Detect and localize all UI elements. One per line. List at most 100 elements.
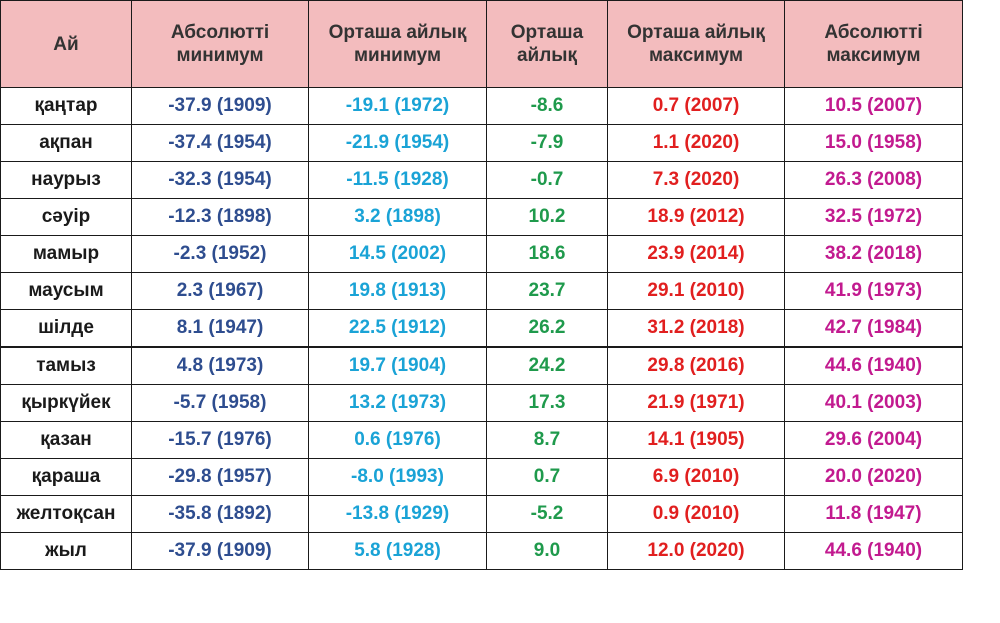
- table-row: қазан -15.7 (1976) 0.6 (1976) 8.7 14.1 (1905…: [0, 421, 963, 459]
- avg-min-cell: -19.1 (1972): [308, 87, 487, 125]
- header-absolute-maximum: Абсолютті максимум: [784, 0, 963, 88]
- table-row: маусым 2.3 (1967) 19.8 (1913) 23.7 29.1 (201…: [0, 272, 963, 310]
- avg-cell: 23.7: [486, 272, 608, 310]
- avg-min-cell: 22.5 (1912): [308, 309, 487, 348]
- avg-min-cell: 19.7 (1904): [308, 346, 487, 385]
- avg-cell: 8.7: [486, 421, 608, 459]
- abs-max-cell: 20.0 (2020): [784, 458, 963, 496]
- month-cell-cell: шілде: [0, 309, 132, 348]
- avg-min-cell: 3.2 (1898): [308, 198, 487, 236]
- abs-max-cell: 32.5 (1972): [784, 198, 963, 236]
- avg-min-cell: 0.6 (1976): [308, 421, 487, 459]
- avg-cell: -7.9: [486, 124, 608, 162]
- abs-min-cell: -5.7 (1958): [131, 384, 309, 422]
- table-row: қыркүйек -5.7 (1958) 13.2 (1973) 17.3 21.9 (…: [0, 384, 963, 422]
- month-cell-cell: ақпан: [0, 124, 132, 162]
- avg-max-cell: 29.1 (2010): [607, 272, 785, 310]
- abs-min-cell: -37.4 (1954): [131, 124, 309, 162]
- abs-max-cell: 38.2 (2018): [784, 235, 963, 273]
- avg-min-cell: 13.2 (1973): [308, 384, 487, 422]
- avg-cell: 26.2: [486, 309, 608, 348]
- abs-max-cell: 41.9 (1973): [784, 272, 963, 310]
- avg-min-cell: -8.0 (1993): [308, 458, 487, 496]
- abs-min-cell: 4.8 (1973): [131, 346, 309, 385]
- table-row: ақпан -37.4 (1954) -21.9 (1954) -7.9 1.1 (20…: [0, 124, 963, 162]
- abs-max-cell: 29.6 (2004): [784, 421, 963, 459]
- avg-cell: 0.7: [486, 458, 608, 496]
- header-absolute-minimum: Абсолютті минимум: [131, 0, 309, 88]
- abs-min-cell: -37.9 (1909): [131, 87, 309, 125]
- avg-min-cell: 14.5 (2002): [308, 235, 487, 273]
- avg-max-cell: 7.3 (2020): [607, 161, 785, 199]
- header-month: Ай: [0, 0, 132, 88]
- table-row: желтоқсан -35.8 (1892) -13.8 (1929) -5.2 0.9…: [0, 495, 963, 533]
- avg-max-cell: 6.9 (2010): [607, 458, 785, 496]
- month-cell-cell: қазан: [0, 421, 132, 459]
- avg-max-cell: 18.9 (2012): [607, 198, 785, 236]
- month-cell-cell: жыл: [0, 532, 132, 570]
- abs-min-cell: -15.7 (1976): [131, 421, 309, 459]
- abs-min-cell: -37.9 (1909): [131, 532, 309, 570]
- abs-min-cell: -2.3 (1952): [131, 235, 309, 273]
- avg-max-cell: 21.9 (1971): [607, 384, 785, 422]
- table-row: қараша -29.8 (1957) -8.0 (1993) 0.7 6.9 (201…: [0, 458, 963, 496]
- avg-max-cell: 0.9 (2010): [607, 495, 785, 533]
- abs-min-cell: -32.3 (1954): [131, 161, 309, 199]
- avg-max-cell: 14.1 (1905): [607, 421, 785, 459]
- abs-max-cell: 40.1 (2003): [784, 384, 963, 422]
- avg-cell: -0.7: [486, 161, 608, 199]
- header-average-monthly-minimum: Орташа айлық минимум: [308, 0, 487, 88]
- month-cell-cell: қаңтар: [0, 87, 132, 125]
- month-cell-cell: наурыз: [0, 161, 132, 199]
- abs-max-cell: 42.7 (1984): [784, 309, 963, 348]
- avg-cell: 17.3: [486, 384, 608, 422]
- abs-min-cell: -12.3 (1898): [131, 198, 309, 236]
- abs-max-cell: 44.6 (1940): [784, 346, 963, 385]
- avg-cell: 18.6: [486, 235, 608, 273]
- header-row: Ай Абсолютті минимум Орташа айлық минимум …: [0, 0, 963, 88]
- table-body: қаңтар -37.9 (1909) -19.1 (1972) -8.6 0.7 (2…: [0, 87, 963, 570]
- abs-min-cell: -29.8 (1957): [131, 458, 309, 496]
- header-monthly-average: Орташа айлық: [486, 0, 608, 88]
- abs-min-cell: 8.1 (1947): [131, 309, 309, 348]
- abs-max-cell: 15.0 (1958): [784, 124, 963, 162]
- avg-cell: -8.6: [486, 87, 608, 125]
- avg-cell: 9.0: [486, 532, 608, 570]
- table-row: мамыр -2.3 (1952) 14.5 (2002) 18.6 23.9 (201…: [0, 235, 963, 273]
- abs-max-cell: 11.8 (1947): [784, 495, 963, 533]
- abs-max-cell: 10.5 (2007): [784, 87, 963, 125]
- table-row: қаңтар -37.9 (1909) -19.1 (1972) -8.6 0.7 (2…: [0, 87, 963, 125]
- avg-max-cell: 12.0 (2020): [607, 532, 785, 570]
- table-row: наурыз -32.3 (1954) -11.5 (1928) -0.7 7.3 (2…: [0, 161, 963, 199]
- avg-min-cell: -21.9 (1954): [308, 124, 487, 162]
- avg-max-cell: 29.8 (2016): [607, 346, 785, 385]
- avg-cell: -5.2: [486, 495, 608, 533]
- month-cell-cell: тамыз: [0, 346, 132, 385]
- avg-min-cell: 5.8 (1928): [308, 532, 487, 570]
- abs-min-cell: 2.3 (1967): [131, 272, 309, 310]
- table-row: сәуір -12.3 (1898) 3.2 (1898) 10.2 18.9 (201…: [0, 198, 963, 236]
- table-row: жыл -37.9 (1909) 5.8 (1928) 9.0 12.0 (2020) 4…: [0, 532, 963, 570]
- month-cell-cell: қараша: [0, 458, 132, 496]
- avg-min-cell: -13.8 (1929): [308, 495, 487, 533]
- month-cell-cell: желтоқсан: [0, 495, 132, 533]
- month-cell-cell: мамыр: [0, 235, 132, 273]
- avg-cell: 10.2: [486, 198, 608, 236]
- avg-max-cell: 0.7 (2007): [607, 87, 785, 125]
- climate-table: Ай Абсолютті минимум Орташа айлық минимум …: [0, 0, 963, 570]
- table-header: Ай Абсолютті минимум Орташа айлық минимум …: [0, 0, 963, 88]
- table-row: тамыз 4.8 (1973) 19.7 (1904) 24.2 29.8 (2016…: [0, 346, 963, 385]
- avg-max-cell: 23.9 (2014): [607, 235, 785, 273]
- abs-max-cell: 44.6 (1940): [784, 532, 963, 570]
- abs-max-cell: 26.3 (2008): [784, 161, 963, 199]
- avg-cell: 24.2: [486, 346, 608, 385]
- avg-min-cell: -11.5 (1928): [308, 161, 487, 199]
- month-cell-cell: сәуір: [0, 198, 132, 236]
- avg-min-cell: 19.8 (1913): [308, 272, 487, 310]
- abs-min-cell: -35.8 (1892): [131, 495, 309, 533]
- month-cell-cell: қыркүйек: [0, 384, 132, 422]
- avg-max-cell: 31.2 (2018): [607, 309, 785, 348]
- table-row: шілде 8.1 (1947) 22.5 (1912) 26.2 31.2 (2018…: [0, 309, 963, 348]
- month-cell-cell: маусым: [0, 272, 132, 310]
- header-average-monthly-maximum: Орташа айлық максимум: [607, 0, 785, 88]
